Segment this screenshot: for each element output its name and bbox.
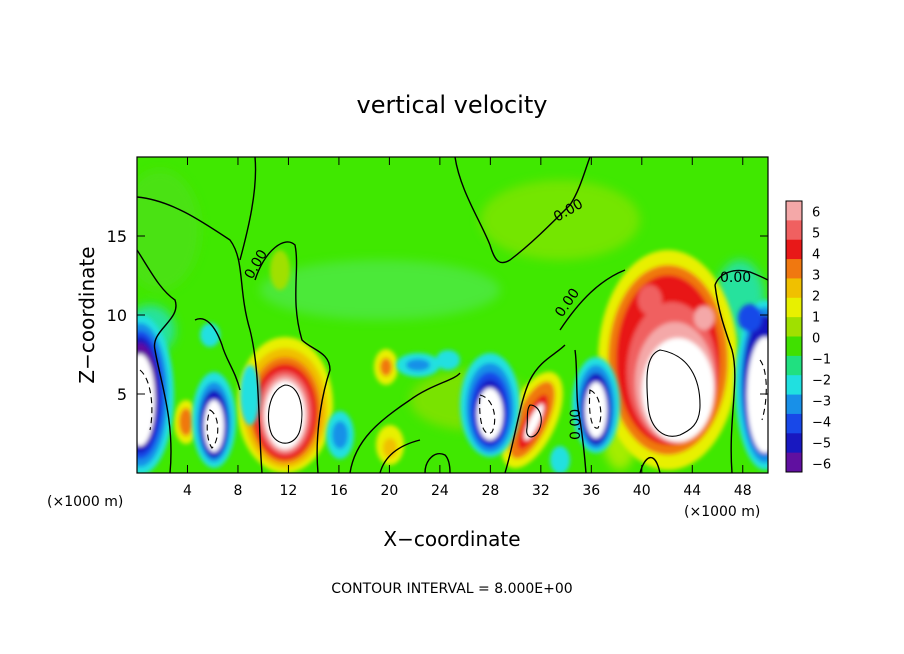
colorbar-swatch (786, 201, 802, 221)
contour-zero-line (254, 241, 331, 473)
warm-spots (174, 250, 404, 465)
colorbar-swatch (786, 336, 802, 357)
contour-lines (137, 157, 768, 473)
x-axis-unit-left: (×1000 m) (47, 494, 123, 510)
updraft-x42 (598, 250, 738, 470)
contour-negative (479, 394, 496, 434)
contour-label: 0.00 (720, 270, 751, 286)
x-tick-label: 12 (280, 483, 298, 499)
contour-zero-line (504, 344, 566, 473)
colorbar-label: −3 (812, 394, 831, 409)
contour-positive (267, 384, 303, 444)
x-tick-label: 20 (380, 483, 398, 499)
contour-zero-line (574, 349, 587, 473)
y-tick-label: 5 (117, 385, 127, 404)
colorbar-label: 4 (812, 248, 820, 263)
colorbar-swatch (786, 297, 802, 318)
contour-label: 0.00 (568, 409, 584, 440)
colorbar-swatch (786, 278, 802, 299)
contour-negative (206, 409, 219, 449)
colorbar-label: 6 (812, 206, 820, 221)
x-tick-label: 8 (233, 483, 242, 499)
colorbar-swatch (786, 317, 802, 337)
colorbar-frame (785, 200, 803, 473)
colorbar-swatch (786, 375, 802, 396)
contour-positive (646, 349, 701, 437)
colorbar-swatch (786, 220, 802, 241)
colorbar-swatch (786, 433, 802, 454)
colorbar-swatch (786, 413, 802, 434)
colorbar-label: −1 (812, 352, 831, 367)
contour-zero-line (349, 372, 461, 473)
colorbar-swatch (786, 394, 802, 415)
downdraft-x6 (192, 323, 236, 468)
downdraft-right (735, 300, 768, 470)
colorbar-label: 2 (812, 289, 820, 304)
colorbar-label: 5 (812, 227, 820, 242)
y-tick-label: 15 (107, 227, 127, 246)
x-tick-label: 44 (683, 483, 701, 499)
contour-positive (526, 404, 542, 438)
x-tick-label: 48 (734, 483, 752, 499)
contour-zero-line (194, 318, 241, 391)
contour-interval-note: CONTOUR INTERVAL = 8.000E+00 (331, 581, 572, 597)
contour-zero-line (454, 157, 591, 264)
x-axis: 4 8 12 16 20 24 28 32 36 40 44 48 (183, 157, 752, 499)
contour-zero-line (137, 249, 177, 473)
colorbar-label: −6 (812, 457, 831, 472)
contour-zero-line (239, 157, 257, 261)
colorbar-swatch (786, 259, 802, 279)
x-tick-label: 40 (633, 483, 651, 499)
colorbar-label: 3 (812, 269, 820, 284)
colorbar-swatch (786, 355, 802, 376)
downdraft-x28 (460, 353, 520, 457)
contour-zero-line (424, 453, 451, 473)
x-tick-label: 16 (330, 483, 348, 499)
y-axis: 5 10 15 (107, 227, 768, 404)
contour-zero-line (714, 269, 768, 286)
x-tick-label: 24 (431, 483, 449, 499)
colorbar-label: −5 (812, 436, 831, 451)
y-axis-label: Z−coordinate (75, 246, 99, 383)
x-axis-unit-right: (×1000 m) (684, 504, 760, 520)
contour-negative (139, 369, 153, 431)
x-tick-label: 28 (481, 483, 499, 499)
colorbar-swatch (786, 239, 802, 260)
downdraft-patches (240, 350, 570, 473)
colorbar-swatch (786, 452, 802, 473)
x-tick-label: 32 (532, 483, 550, 499)
colorbar-label: 1 (812, 310, 820, 325)
contour-zero-line (137, 196, 263, 473)
chart-title: vertical velocity (357, 91, 548, 119)
colorbar-label: −4 (812, 415, 831, 430)
contour-negative (759, 359, 767, 421)
colorbar-label: 0 (812, 331, 820, 346)
x-tick-label: 4 (183, 483, 192, 499)
updraft-x32 (501, 371, 563, 469)
x-axis-label: X−coordinate (383, 527, 520, 551)
x-tick-label: 36 (582, 483, 600, 499)
colorbar: 6 5 4 3 2 1 0 −1 −2 −3 −4 −5 −6 (786, 201, 831, 473)
plot-area: 0.00 0.00 0.00 0.00 0.00 4 8 12 16 20 24 28 32 3… (107, 156, 769, 499)
colorbar-label: −2 (812, 373, 831, 388)
contour-negative (588, 389, 602, 429)
contour-zero-line (559, 269, 626, 331)
contour-zero-line (714, 284, 736, 473)
y-tick-label: 10 (107, 306, 127, 325)
contour-zero-line (379, 439, 421, 473)
downdraft-x36 (572, 357, 620, 453)
